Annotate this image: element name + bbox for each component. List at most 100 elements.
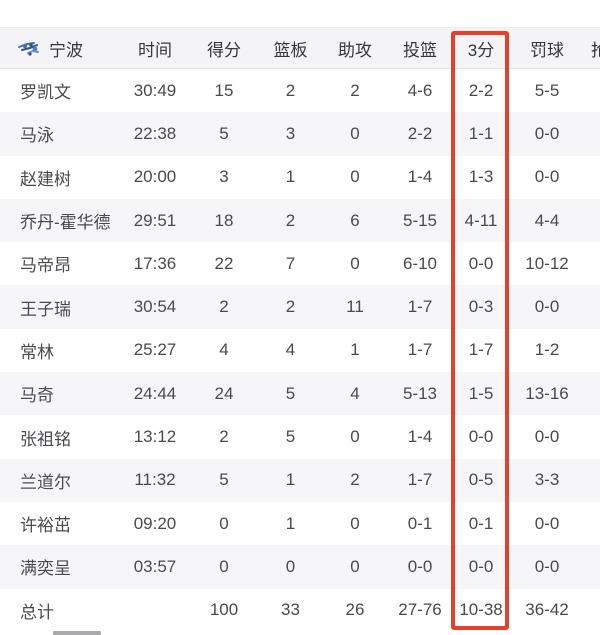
stat-free-throws: 10-12 xyxy=(525,253,569,273)
player-row[interactable]: 王子瑞 30:54 2 2 11 1-7 0-3 0-0 xyxy=(0,285,600,329)
stat-assists: 6 xyxy=(350,210,360,230)
stat-3pt: 0-5 xyxy=(468,470,494,490)
player-name: 赵建树 xyxy=(20,169,71,189)
total-row: 总计 100 33 26 27-76 10-38 36-42 xyxy=(0,588,600,632)
player-name: 张祖铭 xyxy=(20,429,71,449)
team-header: 宁波 xyxy=(0,36,120,61)
stat-time: 29:51 xyxy=(133,210,177,230)
stat-3pt: 1-1 xyxy=(468,123,494,143)
stat-field-goals: 0-0 xyxy=(407,556,433,576)
player-row[interactable]: 兰道尔 11:32 5 1 2 1-7 0-5 3-3 xyxy=(0,458,600,502)
stat-3pt: 1-5 xyxy=(468,383,494,403)
stat-points: 15 xyxy=(214,80,234,100)
stat-field-goals: 1-7 xyxy=(407,470,433,490)
player-row[interactable]: 马帝昂 17:36 22 7 0 6-10 0-0 10-12 xyxy=(0,242,600,286)
stat-free-throws: 13-16 xyxy=(525,383,569,403)
stat-points: 0 xyxy=(219,556,229,576)
total-label: 总计 xyxy=(20,602,54,622)
stat-points: 18 xyxy=(214,210,234,230)
stat-rebounds: 2 xyxy=(285,297,296,317)
team-name: 宁波 xyxy=(49,40,83,60)
stat-time: 24:44 xyxy=(133,383,177,403)
table-body: 罗凯文 30:49 15 2 2 4-6 2-2 5-5 马泳 22:38 5 … xyxy=(0,69,600,632)
player-name: 王子瑞 xyxy=(20,299,71,319)
stat-rebounds: 1 xyxy=(285,167,296,187)
player-row[interactable]: 赵建树 20:00 3 1 0 1-4 1-3 0-0 xyxy=(0,155,600,199)
player-name: 满奕呈 xyxy=(20,559,71,579)
stat-free-throws: 0-0 xyxy=(534,297,560,317)
stat-free-throws: 0-0 xyxy=(534,513,560,533)
stat-assists: 11 xyxy=(346,297,364,317)
col-header-assists: 助攻 xyxy=(338,40,372,60)
player-name: 乔丹-霍华德 xyxy=(20,213,111,233)
stat-rebounds: 1 xyxy=(285,470,296,490)
stat-time: 30:54 xyxy=(133,297,177,317)
stat-points: 22 xyxy=(214,253,234,273)
player-name: 马奇 xyxy=(20,386,54,406)
team-logo-icon xyxy=(16,38,42,59)
col-header-time: 时间 xyxy=(138,40,172,60)
player-name: 常林 xyxy=(20,342,54,362)
player-row[interactable]: 马奇 24:44 24 5 4 5-13 1-5 13-16 xyxy=(0,372,600,416)
stat-points: 2 xyxy=(219,297,229,317)
stat-free-throws: 0-0 xyxy=(534,427,560,447)
stat-3pt: 1-3 xyxy=(468,167,494,187)
stat-free-throws: 0-0 xyxy=(534,123,560,143)
stat-field-goals: 2-2 xyxy=(407,123,433,143)
col-header-points: 得分 xyxy=(207,40,241,60)
player-row[interactable]: 张祖铭 13:12 2 5 0 1-4 0-0 0-0 xyxy=(0,415,600,459)
stat-time: 09:20 xyxy=(133,513,177,533)
player-row[interactable]: 常林 25:27 4 4 1 1-7 1-7 1-2 xyxy=(0,328,600,373)
stat-rebounds: 2 xyxy=(285,80,296,100)
player-row[interactable]: 马泳 22:38 5 3 0 2-2 1-1 0-0 xyxy=(0,112,600,156)
stat-time: 25:27 xyxy=(133,340,177,360)
stat-time: 17:36 xyxy=(133,253,177,273)
stat-rebounds: 7 xyxy=(285,253,296,273)
stat-time: 22:38 xyxy=(133,123,177,143)
stat-free-throws: 5-5 xyxy=(534,80,560,100)
player-row[interactable]: 罗凯文 30:49 15 2 2 4-6 2-2 5-5 xyxy=(0,69,600,113)
col-header-steals-cutoff: 抢 xyxy=(591,40,600,60)
stat-time: 13:12 xyxy=(133,427,177,447)
player-row[interactable]: 许裕茁 09:20 0 1 0 0-1 0-1 0-0 xyxy=(0,501,600,546)
stat-field-goals: 6-10 xyxy=(402,253,438,273)
stat-3pt: 10-38 xyxy=(459,600,503,620)
stat-time: 20:00 xyxy=(133,167,177,187)
player-row[interactable]: 满奕呈 03:57 0 0 0 0-0 0-0 0-0 xyxy=(0,545,600,589)
table-header-row: 宁波 时间 得分 篮板 助攻 投篮 3分 罚球 抢 xyxy=(0,27,600,69)
stat-assists: 0 xyxy=(350,123,360,143)
stat-points: 3 xyxy=(219,167,229,187)
stat-assists: 2 xyxy=(350,80,360,100)
stat-points: 4 xyxy=(219,340,229,360)
player-row[interactable]: 乔丹-霍华德 29:51 18 2 6 5-15 4-11 4-4 xyxy=(0,198,600,243)
stat-free-throws: 3-3 xyxy=(534,470,560,490)
stat-points: 2 xyxy=(219,427,229,447)
stat-assists: 0 xyxy=(350,427,360,447)
stat-points: 5 xyxy=(219,470,229,490)
stat-3pt: 2-2 xyxy=(468,80,494,100)
player-name: 马泳 xyxy=(20,126,54,146)
cutoff-text-fragment xyxy=(53,631,101,635)
stat-assists: 0 xyxy=(350,513,360,533)
stat-field-goals: 5-13 xyxy=(402,383,438,403)
stat-3pt: 4-11 xyxy=(464,210,498,230)
stat-rebounds: 33 xyxy=(281,600,300,620)
stat-rebounds: 4 xyxy=(285,340,296,360)
stats-table: 宁波 时间 得分 篮板 助攻 投篮 3分 罚球 抢 罗凯文 30:49 15 2… xyxy=(0,27,600,632)
stat-assists: 0 xyxy=(350,556,360,576)
stat-assists: 1 xyxy=(350,340,360,360)
player-name: 马帝昂 xyxy=(20,256,71,276)
stat-free-throws: 36-42 xyxy=(525,600,569,620)
stat-points: 0 xyxy=(219,513,229,533)
stat-field-goals: 5-15 xyxy=(402,210,438,230)
stat-free-throws: 0-0 xyxy=(534,167,560,187)
stat-field-goals: 1-7 xyxy=(407,340,433,360)
stat-field-goals: 27-76 xyxy=(398,600,442,620)
col-header-free-throws: 罚球 xyxy=(530,40,564,60)
stat-field-goals: 1-4 xyxy=(407,167,433,187)
stat-rebounds: 5 xyxy=(285,427,296,447)
stat-rebounds: 2 xyxy=(285,210,296,230)
col-header-rebounds: 篮板 xyxy=(273,40,308,60)
col-header-field-goals: 投篮 xyxy=(403,40,437,60)
